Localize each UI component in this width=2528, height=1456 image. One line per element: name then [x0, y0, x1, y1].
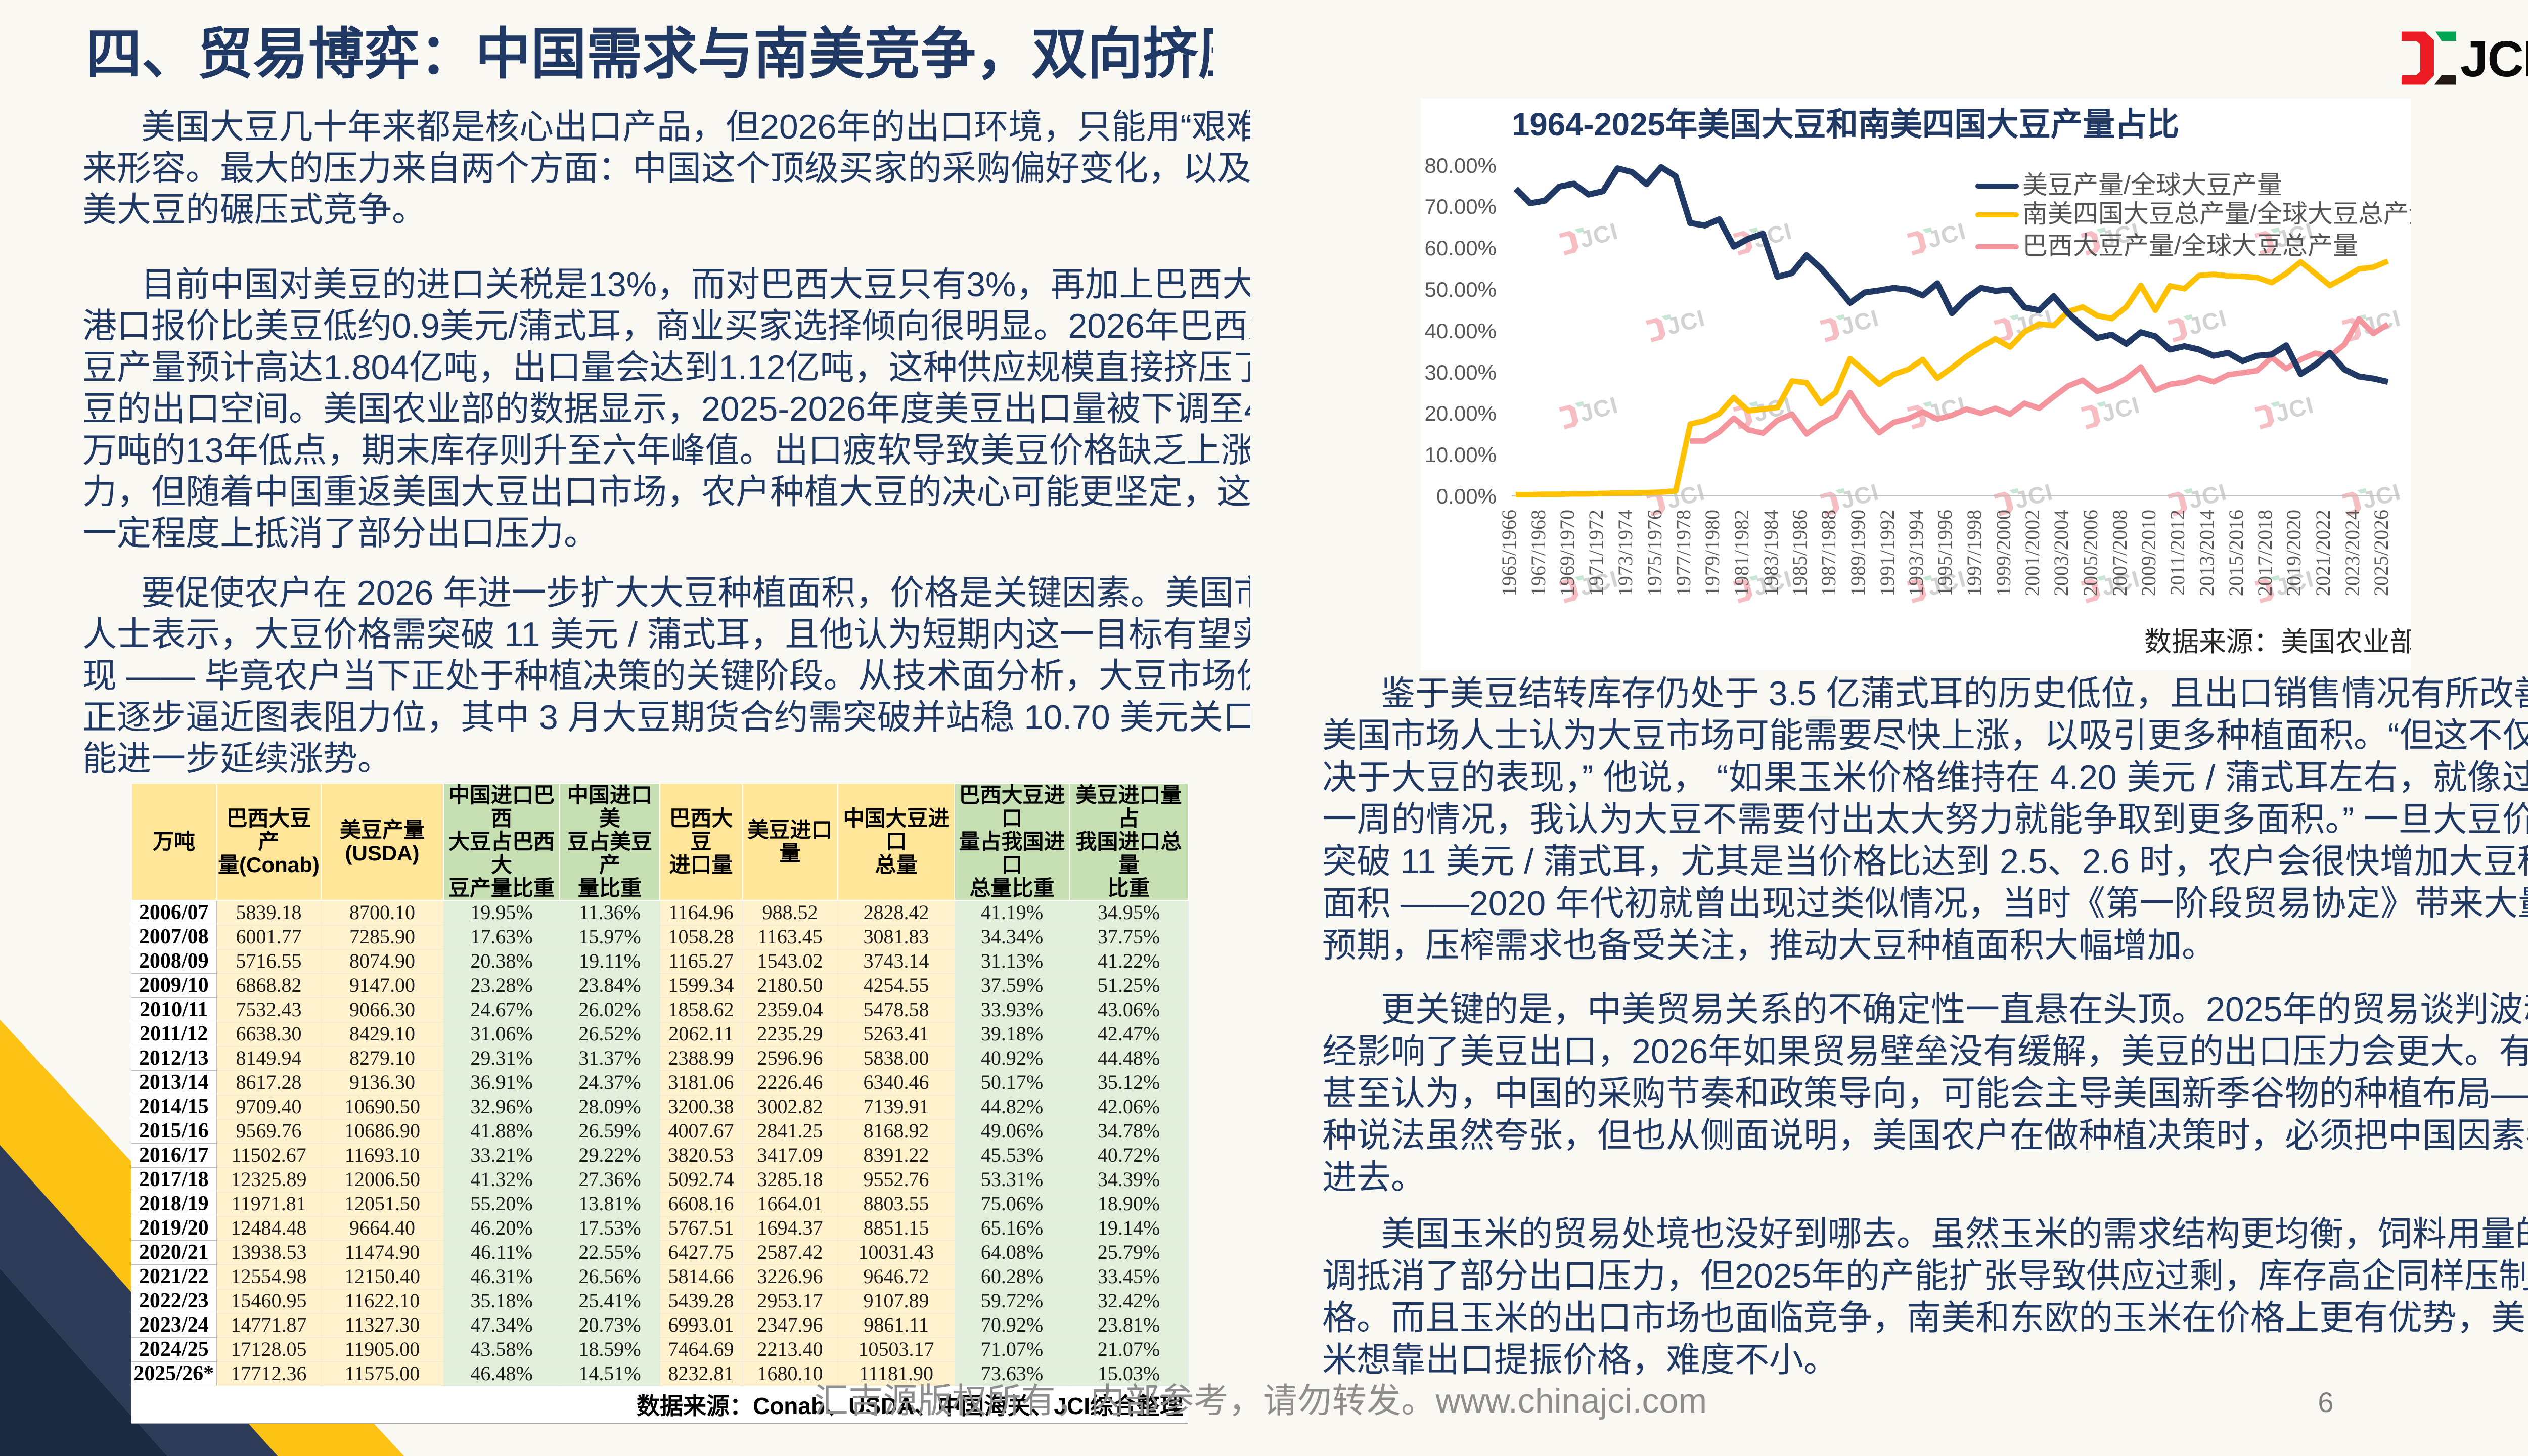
svg-text:JCI: JCI: [1577, 391, 1621, 427]
svg-text:2001/2002: 2001/2002: [2021, 510, 2044, 596]
svg-text:1975/1976: 1975/1976: [1643, 510, 1666, 596]
svg-text:2023/2024: 2023/2024: [2341, 510, 2364, 596]
svg-text:1967/1968: 1967/1968: [1527, 510, 1550, 596]
svg-text:2007/2008: 2007/2008: [2108, 510, 2131, 596]
svg-text:0.00%: 0.00%: [1436, 484, 1497, 508]
svg-text:美豆产量/全球大豆产量: 美豆产量/全球大豆产量: [2022, 171, 2282, 199]
svg-text:2015/2016: 2015/2016: [2225, 510, 2247, 596]
svg-text:JCI: JCI: [2460, 31, 2528, 86]
svg-text:2019/2020: 2019/2020: [2282, 510, 2305, 596]
svg-text:1995/1996: 1995/1996: [1933, 510, 1956, 596]
svg-text:1981/1982: 1981/1982: [1730, 510, 1753, 596]
svg-text:2011/2012: 2011/2012: [2166, 510, 2189, 596]
svg-text:10.00%: 10.00%: [1425, 443, 1497, 467]
svg-text:1964-2025年美国大豆和南美四国大豆产量占比: 1964-2025年美国大豆和南美四国大豆产量占比: [1512, 106, 2179, 143]
svg-text:1965/1966: 1965/1966: [1498, 510, 1520, 596]
svg-text:1987/1988: 1987/1988: [1817, 510, 1840, 596]
svg-text:1969/1970: 1969/1970: [1556, 510, 1578, 596]
svg-text:2009/2010: 2009/2010: [2137, 510, 2160, 596]
svg-text:1979/1980: 1979/1980: [1701, 510, 1724, 596]
svg-text:20.00%: 20.00%: [1425, 401, 1497, 425]
svg-text:巴西大豆产量/全球大豆总产量: 巴西大豆产量/全球大豆总产量: [2022, 232, 2358, 260]
svg-text:2025/2026: 2025/2026: [2370, 510, 2392, 596]
svg-text:JCI: JCI: [1664, 304, 1708, 340]
svg-text:50.00%: 50.00%: [1425, 278, 1497, 301]
svg-text:60.00%: 60.00%: [1425, 236, 1497, 260]
svg-text:JCI: JCI: [1838, 304, 1882, 340]
svg-text:70.00%: 70.00%: [1425, 195, 1497, 218]
svg-text:JCI: JCI: [2186, 304, 2230, 340]
svg-text:JCI: JCI: [1925, 217, 1969, 253]
svg-text:JCI: JCI: [2273, 391, 2317, 427]
svg-text:2017/2018: 2017/2018: [2253, 510, 2276, 596]
svg-text:2005/2006: 2005/2006: [2079, 510, 2102, 596]
svg-text:1983/1984: 1983/1984: [1759, 510, 1782, 596]
svg-text:南美四国大豆总产量/全球大豆总产量: 南美四国大豆总产量/全球大豆总产量: [2022, 200, 2411, 228]
svg-text:JCI: JCI: [2099, 391, 2143, 427]
svg-text:1991/1992: 1991/1992: [1876, 510, 1899, 596]
svg-text:2003/2004: 2003/2004: [2050, 510, 2072, 596]
svg-text:40.00%: 40.00%: [1425, 319, 1497, 343]
svg-text:30.00%: 30.00%: [1425, 360, 1497, 384]
svg-text:2021/2022: 2021/2022: [2312, 510, 2334, 596]
svg-text:1977/1978: 1977/1978: [1672, 510, 1695, 596]
svg-text:1999/2000: 1999/2000: [1992, 510, 2015, 596]
svg-text:80.00%: 80.00%: [1425, 154, 1497, 177]
svg-text:数据来源：美国农业部: 数据来源：美国农业部: [2144, 627, 2411, 657]
svg-text:1973/1974: 1973/1974: [1614, 510, 1637, 596]
svg-text:1997/1998: 1997/1998: [1963, 510, 1985, 596]
svg-text:1985/1986: 1985/1986: [1788, 510, 1811, 596]
svg-text:JCI: JCI: [1577, 217, 1621, 253]
svg-text:2013/2014: 2013/2014: [2195, 510, 2218, 596]
svg-text:1971/1972: 1971/1972: [1585, 510, 1607, 596]
svg-text:1989/1990: 1989/1990: [1846, 510, 1869, 596]
svg-text:JCI: JCI: [2360, 304, 2404, 340]
svg-text:1993/1994: 1993/1994: [1905, 510, 1927, 596]
